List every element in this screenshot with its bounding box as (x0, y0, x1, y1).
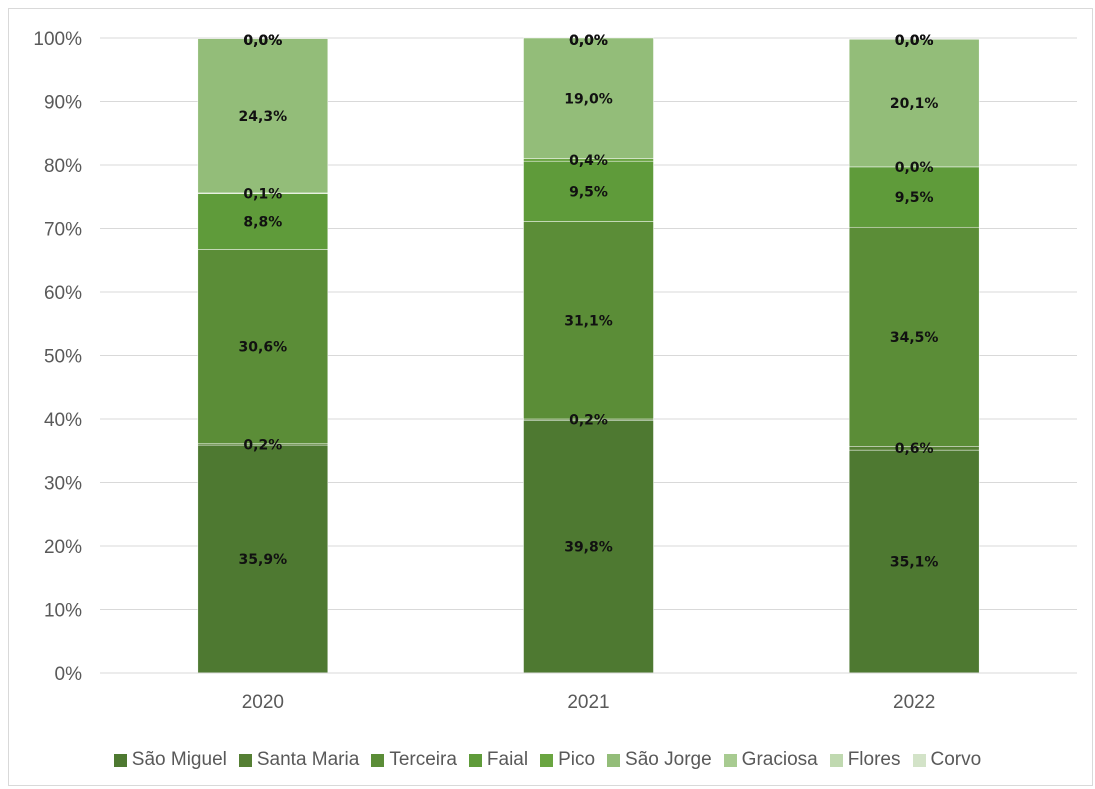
y-tick-label: 60% (44, 283, 82, 304)
data-label: 0,0% (895, 33, 934, 49)
data-label: 0,0% (895, 33, 934, 49)
legend-swatch (540, 753, 554, 767)
y-tick-label: 100% (33, 29, 82, 50)
legend-item: Terceira (371, 749, 457, 771)
legend-swatch (468, 753, 482, 767)
bar-segment (197, 249, 329, 445)
y-tick-label: 70% (44, 220, 82, 241)
data-label: 9,5% (569, 184, 608, 200)
x-tick-label: 2020 (242, 692, 284, 713)
bar-segment (848, 449, 980, 674)
legend-item: Corvo (912, 749, 982, 771)
data-label: 0,0% (243, 33, 282, 49)
y-tick-label: 80% (44, 156, 82, 177)
legend-swatch (371, 753, 385, 767)
legend-swatch (829, 753, 843, 767)
data-label: 34,5% (890, 330, 939, 346)
data-label: 24,3% (239, 109, 288, 125)
data-label: 30,6% (239, 340, 288, 356)
bar-segment (848, 166, 980, 228)
legend-label: São Miguel (131, 749, 227, 770)
legend-swatch (113, 753, 127, 767)
legend-swatch (723, 753, 737, 767)
x-tick-label: 2021 (567, 692, 609, 713)
data-label: 0,0% (895, 160, 934, 176)
legend-item: Pico (540, 749, 595, 771)
data-label: 0,0% (243, 33, 282, 49)
data-label: 35,9% (239, 552, 288, 568)
legend-label: Graciosa (741, 749, 818, 770)
legend-label: Terceira (389, 749, 457, 770)
bar-segment (848, 226, 980, 447)
data-label: 0,0% (569, 33, 608, 49)
legend-swatch (607, 753, 621, 767)
legend-item: Graciosa (723, 749, 818, 771)
data-label: 9,5% (895, 190, 934, 206)
data-label: 0,6% (895, 441, 934, 457)
data-label: 35,1% (890, 555, 939, 571)
bar-segment (197, 193, 329, 250)
data-label: 0,2% (243, 437, 282, 453)
legend-swatch (238, 753, 252, 767)
data-label: 8,8% (243, 215, 282, 231)
y-tick-label: 30% (44, 474, 82, 495)
bar-segment (523, 221, 654, 420)
bar-segment (523, 420, 654, 674)
bar-segment (197, 38, 329, 194)
y-tick-label: 50% (44, 347, 82, 368)
data-label: 0,0% (569, 33, 608, 49)
y-tick-label: 40% (44, 410, 82, 431)
data-label: 0,2% (569, 413, 608, 429)
legend-label: São Jorge (625, 749, 712, 770)
data-label: 39,8% (564, 540, 613, 556)
data-label: 0,0% (243, 33, 282, 49)
bar-segment (523, 160, 654, 222)
bar-segment (523, 37, 654, 159)
legend-swatch (912, 753, 926, 767)
x-tick-label: 2022 (893, 692, 935, 713)
data-label: 31,1% (564, 313, 613, 329)
legend-item: São Miguel (113, 749, 227, 771)
data-label: 0,0% (895, 33, 934, 49)
y-tick-label: 10% (44, 601, 82, 622)
legend: São Miguel Santa Maria Terceira Faial Pico Sã… (0, 745, 1095, 775)
data-label: 19,0% (564, 91, 613, 107)
legend-item: Faial (468, 749, 529, 771)
y-tick-label: 90% (44, 93, 82, 114)
data-label: 0,0% (569, 33, 608, 49)
legend-item: São Jorge (607, 749, 712, 771)
bar-segment (848, 39, 980, 168)
legend-label: Corvo (930, 749, 982, 770)
legend-item: Santa Maria (238, 749, 360, 771)
legend-label: Faial (486, 749, 529, 770)
data-label: 0,1% (243, 186, 282, 202)
legend-label: Santa Maria (256, 749, 360, 770)
legend-label: Flores (847, 749, 901, 770)
bar-segment (197, 444, 329, 674)
data-label: 0,4% (569, 153, 608, 169)
data-label: 20,1% (890, 96, 939, 112)
legend-label: Pico (558, 749, 596, 770)
y-tick-label: 0% (55, 664, 83, 685)
legend-item: Flores (829, 749, 901, 771)
y-tick-label: 20% (44, 537, 82, 558)
